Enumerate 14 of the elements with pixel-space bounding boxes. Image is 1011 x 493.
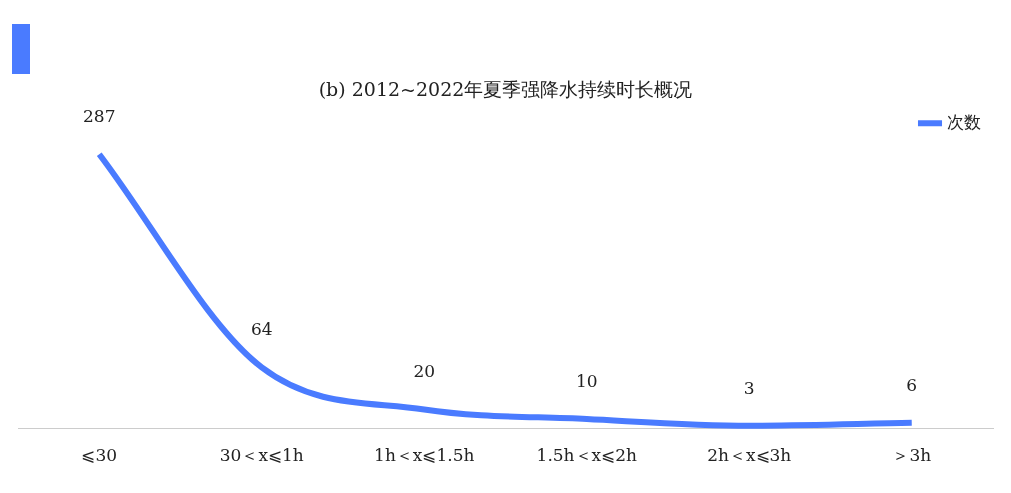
x-tick-label: ＞3h bbox=[892, 445, 932, 466]
legend-label: 次数 bbox=[947, 111, 981, 132]
x-tick-label: 1h＜x⩽1.5h bbox=[374, 445, 475, 466]
x-tick-label: 2h＜x⩽3h bbox=[707, 445, 792, 466]
data-label: 10 bbox=[575, 370, 598, 391]
x-tick-label: 1.5h＜x⩽2h bbox=[536, 445, 637, 466]
x-tick-label: 30＜x⩽1h bbox=[219, 445, 304, 466]
data-label: 20 bbox=[413, 361, 436, 382]
data-label: 3 bbox=[743, 377, 755, 398]
data-label: 6 bbox=[906, 374, 918, 395]
data-label: 64 bbox=[250, 319, 273, 340]
x-tick-label: ⩽30 bbox=[81, 445, 118, 466]
chart-title: (b) 2012~2022年夏季强降水持续时长概况 bbox=[318, 78, 693, 101]
data-label: 287 bbox=[83, 106, 116, 127]
